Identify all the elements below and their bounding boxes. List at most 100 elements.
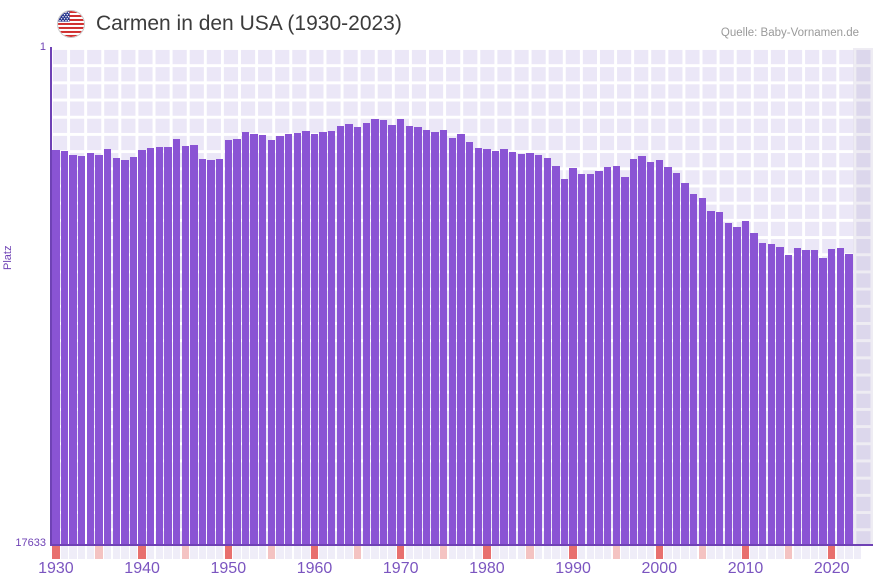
bar[interactable] [224, 140, 232, 545]
bar[interactable] [560, 179, 569, 545]
x-axis-tick [465, 546, 474, 559]
bar[interactable] [112, 158, 120, 545]
bar[interactable] [810, 250, 819, 545]
bar[interactable] [517, 154, 526, 545]
bar[interactable] [302, 131, 310, 545]
bar[interactable] [284, 134, 293, 545]
bar[interactable] [440, 130, 448, 545]
bar[interactable] [509, 152, 517, 545]
bar[interactable] [52, 150, 60, 545]
bar[interactable] [293, 133, 301, 545]
x-axis-tick [379, 546, 388, 559]
bar[interactable] [95, 155, 103, 545]
bar[interactable] [86, 153, 95, 545]
bar[interactable] [715, 212, 724, 545]
bar[interactable] [793, 248, 801, 545]
bar[interactable] [612, 166, 620, 545]
bar[interactable] [819, 258, 827, 545]
bar[interactable] [155, 147, 164, 545]
bar[interactable] [172, 139, 181, 545]
bar[interactable] [621, 177, 629, 545]
bar[interactable] [379, 120, 388, 545]
bar[interactable] [836, 248, 844, 545]
bar[interactable] [198, 159, 207, 545]
bar[interactable] [595, 171, 603, 545]
bar[interactable] [328, 131, 336, 545]
bar[interactable] [431, 132, 439, 545]
bar[interactable] [664, 167, 672, 545]
bar[interactable] [405, 126, 413, 545]
bar[interactable] [457, 134, 465, 545]
bar[interactable] [448, 138, 457, 545]
bar[interactable] [569, 168, 577, 545]
bar[interactable] [491, 151, 500, 545]
bar[interactable] [414, 127, 422, 545]
bar[interactable] [500, 149, 508, 545]
bar[interactable] [698, 198, 707, 545]
bar[interactable] [207, 160, 215, 545]
bar[interactable] [181, 146, 189, 545]
bar[interactable] [267, 140, 276, 545]
bar[interactable] [371, 119, 379, 545]
bar[interactable] [345, 124, 353, 545]
bar[interactable] [241, 132, 250, 545]
bar[interactable] [362, 123, 370, 545]
bar[interactable] [646, 162, 655, 545]
bar[interactable] [690, 194, 698, 545]
x-axis-tick [95, 546, 103, 559]
bar[interactable] [103, 149, 112, 545]
bar[interactable] [784, 255, 793, 545]
bar[interactable] [707, 211, 715, 545]
bar[interactable] [129, 157, 138, 545]
bar[interactable] [319, 132, 327, 545]
bar[interactable] [276, 136, 284, 545]
bar[interactable] [750, 233, 758, 545]
bar[interactable] [672, 173, 681, 545]
bar[interactable] [353, 127, 362, 545]
x-axis-tick [310, 546, 319, 559]
bar[interactable] [483, 149, 491, 545]
bar[interactable] [250, 134, 258, 545]
bar[interactable] [776, 247, 784, 545]
bar[interactable] [603, 167, 612, 545]
bar[interactable] [724, 223, 732, 545]
bar[interactable] [121, 160, 129, 545]
bar[interactable] [802, 250, 810, 545]
bar[interactable] [681, 183, 689, 545]
x-axis-tick [569, 546, 577, 559]
bar[interactable] [138, 150, 146, 545]
bar[interactable] [741, 221, 750, 545]
bar[interactable] [388, 125, 396, 545]
bar[interactable] [190, 145, 198, 545]
bar[interactable] [638, 156, 646, 545]
bar[interactable] [422, 130, 431, 545]
bar[interactable] [336, 126, 345, 545]
bar[interactable] [215, 159, 224, 545]
bar[interactable] [543, 158, 551, 545]
bar[interactable] [828, 249, 836, 545]
bar[interactable] [310, 134, 319, 545]
bar[interactable] [78, 156, 86, 545]
bar[interactable] [534, 155, 543, 545]
bar[interactable] [526, 153, 534, 545]
bar[interactable] [655, 160, 663, 545]
bar[interactable] [845, 254, 853, 545]
bar[interactable] [60, 151, 69, 545]
bar[interactable] [69, 155, 77, 545]
bar[interactable] [233, 139, 241, 545]
bar[interactable] [164, 147, 172, 545]
bar[interactable] [552, 166, 560, 545]
bar[interactable] [759, 243, 767, 545]
bar[interactable] [259, 135, 267, 545]
x-axis-tick [284, 546, 293, 559]
bar[interactable] [474, 148, 482, 545]
bar[interactable] [397, 119, 405, 545]
bar[interactable] [147, 148, 155, 545]
bar[interactable] [465, 142, 474, 545]
bar[interactable] [586, 174, 595, 545]
bar[interactable] [629, 159, 638, 545]
bar[interactable] [733, 227, 741, 545]
bar[interactable] [767, 244, 776, 545]
x-axis-tick [474, 546, 482, 559]
bar[interactable] [578, 174, 586, 545]
